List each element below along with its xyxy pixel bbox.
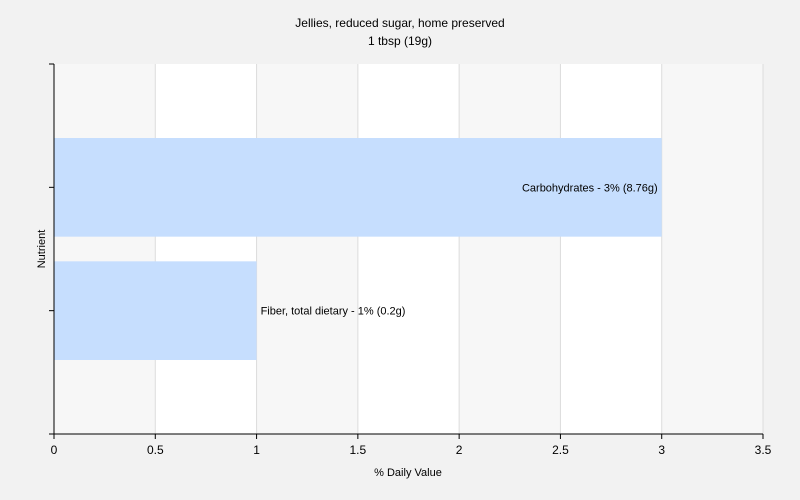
chart-subtitle: 1 tbsp (19g) <box>368 34 432 48</box>
y-axis-ticks <box>49 63 54 435</box>
x-tick-label: 2 <box>456 443 463 457</box>
x-tick-label: 0 <box>51 443 58 457</box>
x-axis-ticks: 0 0.5 1 1.5 2 2.5 3 3.5 <box>51 434 772 457</box>
x-tick-label: 3 <box>658 443 665 457</box>
plot-bands <box>54 64 763 434</box>
bars: Carbohydrates - 3% (8.76g) Fiber, total d… <box>54 138 662 360</box>
plot-band <box>54 64 156 434</box>
x-tick-label: 1 <box>253 443 260 457</box>
y-axis-title: Nutrient <box>36 230 48 269</box>
gridlines <box>154 64 764 434</box>
plot-area <box>54 64 763 434</box>
plot-band <box>256 64 358 434</box>
axes <box>53 64 763 435</box>
bar <box>54 261 257 360</box>
chart-title: Jellies, reduced sugar, home preserved <box>295 16 504 30</box>
x-tick-label: 3.5 <box>755 443 772 457</box>
plot-band <box>661 64 763 434</box>
bar-label: Carbohydrates - 3% (8.76g) <box>522 182 658 194</box>
bar-label: Fiber, total dietary - 1% (0.2g) <box>261 306 406 318</box>
x-tick-label: 0.5 <box>147 443 164 457</box>
x-tick-label: 1.5 <box>350 443 367 457</box>
plot-band <box>459 64 561 434</box>
bar <box>54 138 662 237</box>
x-axis-title: % Daily Value <box>374 467 442 479</box>
x-tick-label: 2.5 <box>552 443 569 457</box>
